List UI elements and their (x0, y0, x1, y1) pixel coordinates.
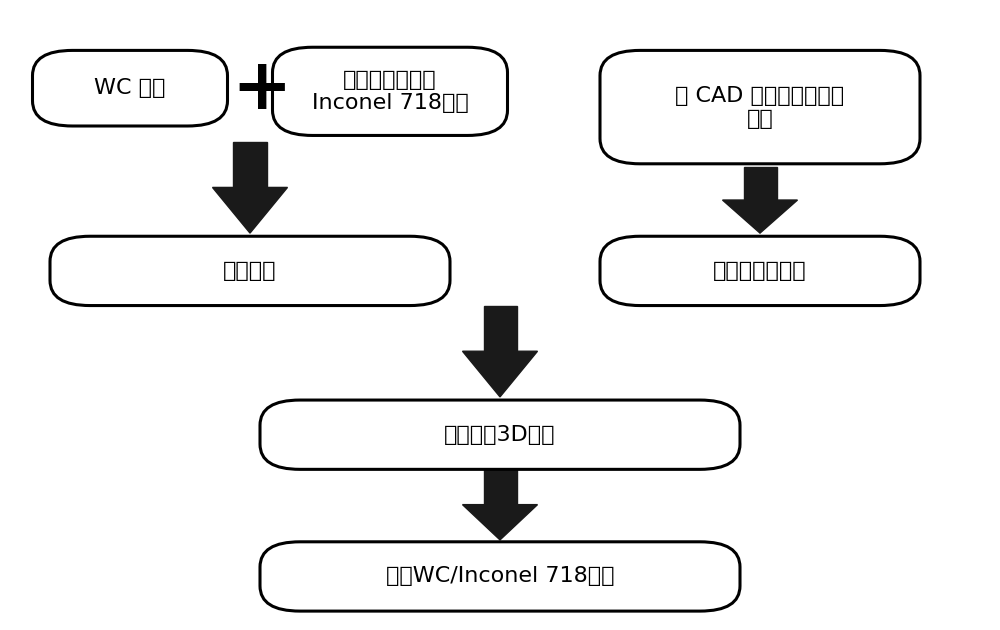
Text: 激光加工3D打印: 激光加工3D打印 (444, 425, 556, 445)
FancyBboxPatch shape (50, 236, 450, 306)
Polygon shape (462, 505, 538, 540)
Text: 切片分层预处理: 切片分层预处理 (713, 261, 807, 281)
Polygon shape (722, 200, 798, 233)
Text: 成形WC/Inconel 718实体: 成形WC/Inconel 718实体 (386, 566, 614, 587)
Polygon shape (462, 352, 538, 397)
Polygon shape (484, 306, 516, 352)
FancyBboxPatch shape (272, 47, 508, 135)
FancyBboxPatch shape (600, 236, 920, 306)
FancyBboxPatch shape (260, 400, 740, 469)
FancyBboxPatch shape (260, 542, 740, 611)
Text: WC 颗粒: WC 颗粒 (94, 78, 166, 98)
Polygon shape (212, 188, 288, 233)
FancyBboxPatch shape (32, 50, 228, 126)
Text: 气体雾化法获得
Inconel 718粉末: 气体雾化法获得 Inconel 718粉末 (312, 70, 468, 113)
Text: 混合均匀: 混合均匀 (223, 261, 277, 281)
Text: 用 CAD 形成工件的三维
模型: 用 CAD 形成工件的三维 模型 (675, 86, 845, 129)
Polygon shape (233, 142, 266, 188)
FancyBboxPatch shape (600, 50, 920, 164)
Polygon shape (744, 167, 776, 200)
Text: +: + (232, 55, 292, 124)
Polygon shape (484, 469, 516, 505)
